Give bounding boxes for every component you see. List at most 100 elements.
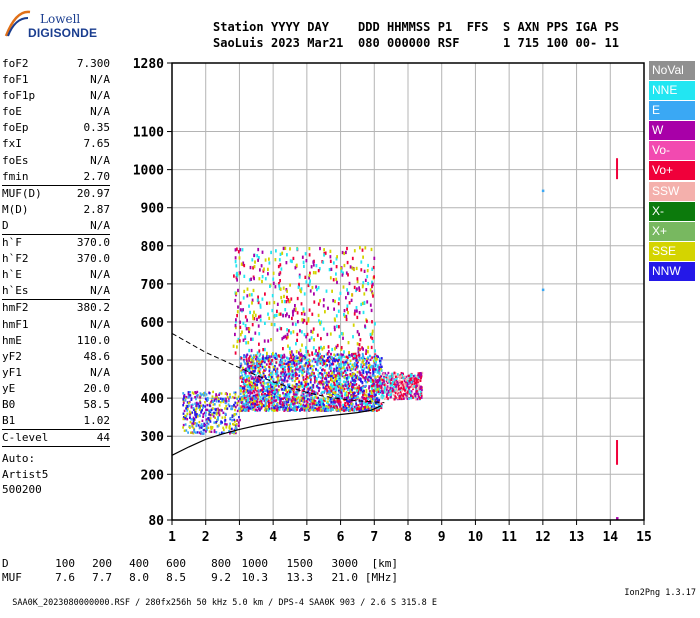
echo-point: [252, 394, 255, 398]
echo-point: [367, 365, 370, 368]
echo-point: [183, 429, 186, 432]
echo-point: [283, 406, 285, 409]
echo-point: [388, 380, 391, 383]
param-row-foe: foE N/A: [2, 104, 110, 120]
echo-point: [289, 353, 292, 357]
echo-point: [281, 405, 283, 408]
echo-point: [313, 399, 316, 402]
echo-point: [335, 374, 337, 377]
echo-point: [271, 294, 274, 298]
echo-point: [411, 396, 414, 399]
echo-point: [350, 374, 353, 378]
echo-point: [312, 408, 315, 412]
echo-point: [242, 392, 245, 395]
echo-point: [242, 404, 245, 408]
echo-point: [387, 386, 389, 390]
echo-point: [282, 246, 285, 251]
echo-point: [233, 420, 236, 423]
echo-point: [308, 372, 311, 375]
echo-point: [257, 258, 259, 262]
echo-point: [287, 389, 290, 392]
echo-point: [273, 399, 276, 402]
muf-row-value: 13.3: [286, 571, 314, 584]
echo-point: [277, 374, 280, 377]
echo-point: [335, 265, 338, 269]
echo-point: [184, 399, 187, 402]
echo-point: [311, 390, 314, 393]
echo-mark: [616, 517, 619, 520]
echo-point: [288, 329, 290, 333]
echo-point: [335, 357, 338, 361]
echo-point: [241, 377, 244, 380]
echo-point: [354, 309, 356, 313]
echo-point: [237, 395, 240, 398]
echo-point: [184, 423, 187, 426]
echo-point: [348, 281, 351, 286]
echo-point: [300, 369, 303, 373]
echo-point: [186, 404, 189, 408]
echo-point: [261, 250, 264, 254]
echo-point: [335, 367, 337, 370]
echo-point: [343, 396, 346, 400]
echo-point: [241, 368, 244, 371]
echo-point: [273, 396, 276, 399]
echo-point: [257, 395, 259, 398]
echo-point: [289, 405, 292, 408]
echo-point: [236, 271, 238, 276]
echo-point: [349, 389, 352, 392]
echo-point: [276, 395, 279, 398]
echo-point: [411, 383, 414, 386]
echo-point: [267, 383, 269, 386]
legend-item-noval: NoVal: [649, 61, 695, 80]
echo-point: [249, 380, 252, 384]
echo-point: [188, 425, 191, 428]
echo-point: [292, 313, 294, 317]
echo-point: [342, 403, 344, 407]
echo-point: [391, 375, 394, 378]
echo-point: [366, 380, 369, 384]
echo-point: [287, 400, 290, 404]
echo-point: [318, 389, 320, 392]
echo-point: [255, 396, 258, 400]
echo-point: [377, 355, 379, 359]
echo-point: [273, 409, 275, 412]
echo-point: [307, 368, 310, 371]
echo-point: [277, 396, 279, 400]
echo-point: [244, 323, 247, 328]
echo-point: [293, 307, 296, 312]
echo-point: [359, 338, 362, 342]
echo-point: [408, 389, 411, 392]
param-value: 58.5: [83, 397, 111, 411]
echo-point: [307, 319, 310, 323]
echo-point: [297, 396, 300, 399]
echo-point: [325, 363, 327, 366]
echo-point: [368, 390, 371, 393]
echo-point: [371, 374, 374, 377]
echo-point: [421, 388, 423, 392]
echo-point: [296, 296, 299, 301]
echo-point: [314, 407, 317, 410]
echo-point: [319, 409, 322, 412]
echo-point: [416, 397, 419, 401]
echo-point: [329, 332, 332, 336]
echo-point: [301, 371, 303, 374]
echo-point: [359, 347, 361, 352]
echo-point: [256, 359, 259, 363]
echo-point: [365, 390, 368, 394]
echo-point: [330, 389, 333, 392]
echo-point: [263, 379, 265, 382]
echo-point: [273, 300, 276, 305]
muf-row-value: 21.0: [331, 571, 359, 584]
header-row2-cell: 2023: [271, 36, 300, 50]
echo-point: [295, 363, 298, 367]
echo-point: [313, 402, 315, 405]
echo-point: [295, 391, 297, 394]
echo-point: [338, 383, 341, 387]
echo-point: [317, 313, 320, 318]
echo-point: [358, 355, 361, 358]
echo-point: [336, 359, 339, 363]
echo-point: [371, 384, 373, 388]
echo-point: [264, 367, 267, 371]
echo-point: [271, 308, 274, 313]
echo-point: [344, 355, 347, 359]
